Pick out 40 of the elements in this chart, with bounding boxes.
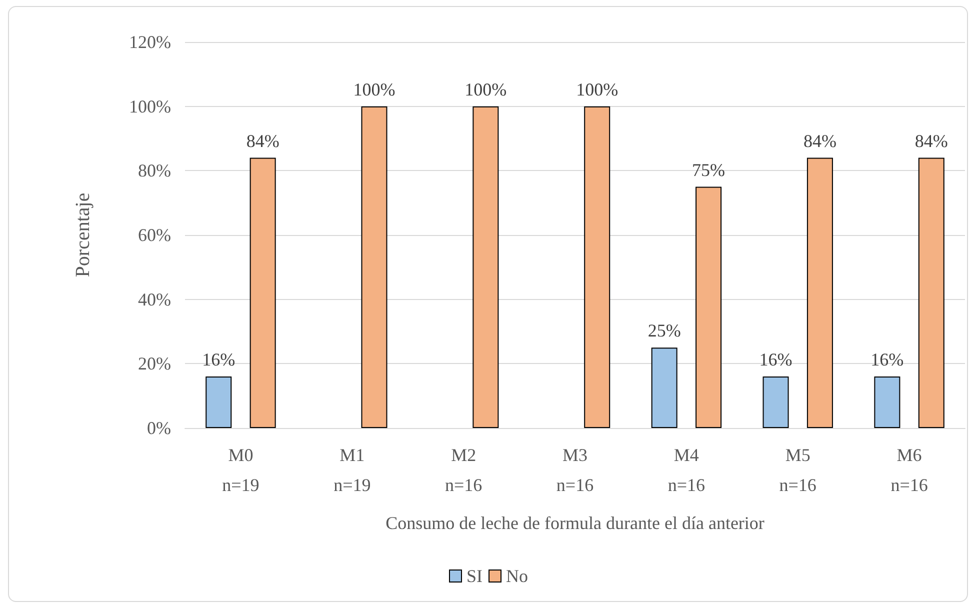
y-tick-label: 0% (147, 418, 171, 438)
data-label: 100% (353, 79, 396, 100)
data-label: 100% (576, 79, 618, 100)
bar (206, 376, 232, 428)
y-tick-label: 120% (129, 32, 171, 52)
bar (696, 186, 722, 428)
x-tick-label: M6 n=16 (890, 445, 928, 495)
data-label: 84% (246, 130, 280, 151)
bar (584, 106, 610, 428)
x-tick-label: M0 n=19 (222, 445, 260, 495)
x-tick-label: M3 n=16 (556, 445, 594, 495)
data-label: 84% (803, 130, 836, 151)
data-label: 100% (464, 79, 507, 100)
y-tick-label: 100% (129, 96, 171, 116)
bar (762, 376, 789, 428)
data-label: 16% (759, 350, 792, 370)
y-tick-label: 80% (138, 160, 171, 181)
legend-label: No (506, 566, 528, 586)
x-tick-label: M4 n=16 (668, 445, 706, 495)
y-axis-title: Porcentaje (72, 192, 94, 278)
x-axis-title: Consumo de leche de formula durante el día anterior (386, 513, 764, 533)
bar (874, 376, 900, 428)
bar (806, 158, 833, 428)
bar (472, 106, 499, 428)
y-tick-label: 60% (138, 225, 171, 245)
data-label: 16% (870, 350, 904, 370)
data-label: 84% (914, 130, 948, 151)
data-label: 25% (648, 320, 681, 341)
x-tick-label: M5 n=16 (779, 445, 816, 495)
x-tick-label: M1 n=19 (334, 445, 371, 495)
bar (651, 348, 678, 428)
y-tick-label: 40% (138, 289, 171, 310)
y-tick-label: 20% (138, 354, 171, 374)
data-label: 16% (202, 350, 236, 370)
x-tick-label: M2 n=16 (444, 445, 482, 495)
data-label: 75% (692, 160, 726, 180)
bar (250, 158, 276, 428)
legend-label: SI (466, 566, 483, 586)
bar (918, 158, 944, 428)
bar (361, 106, 388, 428)
